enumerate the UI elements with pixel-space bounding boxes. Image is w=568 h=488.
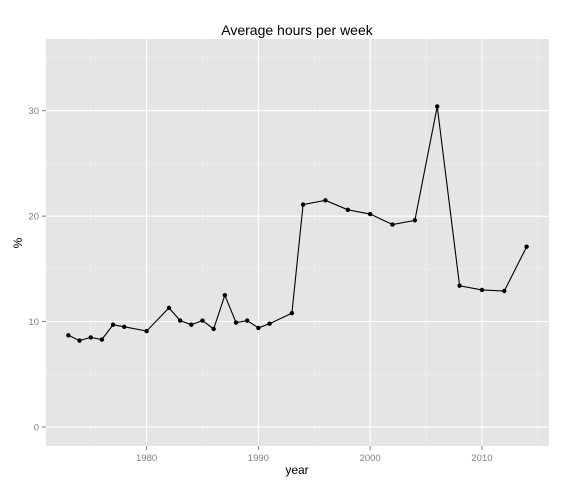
- plot-panel: [46, 39, 549, 446]
- data-point: [233, 320, 239, 325]
- data-point: [300, 202, 306, 207]
- y-tick-label: 0: [34, 423, 39, 434]
- data-point: [211, 326, 216, 332]
- data-point: [457, 283, 462, 288]
- data-point: [77, 338, 82, 343]
- x-tick-label: 1980: [136, 453, 157, 464]
- data-point: [99, 337, 105, 342]
- y-axis-label: %: [11, 237, 25, 248]
- data-point: [289, 310, 295, 316]
- data-point: [267, 321, 272, 326]
- chart-title: Average hours per week: [221, 22, 373, 38]
- x-tick-label: 1990: [248, 453, 269, 464]
- data-point: [189, 322, 194, 327]
- data-point: [110, 322, 116, 327]
- y-tick-label: 30: [28, 106, 39, 117]
- minor-gridlines: [46, 39, 549, 446]
- data-point: [122, 324, 127, 330]
- x-tick-label: 2000: [360, 453, 381, 464]
- x-tick-label: 2010: [471, 453, 492, 464]
- data-point: [88, 335, 93, 340]
- data-point: [245, 318, 250, 323]
- data-point: [479, 287, 485, 293]
- data-point: [390, 222, 395, 227]
- data-point: [435, 104, 440, 109]
- data-point: [66, 333, 71, 338]
- data-point: [222, 293, 228, 298]
- series-layer: [66, 104, 529, 343]
- y-tick-label: 10: [28, 317, 39, 328]
- data-point: [502, 288, 507, 294]
- x-axis-label: year: [285, 463, 308, 477]
- data-point: [144, 328, 149, 334]
- data-point: [166, 305, 172, 311]
- data-point: [323, 198, 328, 203]
- y-tick-label: 20: [28, 212, 39, 223]
- data-point: [200, 318, 205, 323]
- x-axis: 1980 1990 2000 2010: [136, 446, 493, 464]
- data-point: [256, 325, 261, 331]
- data-point: [524, 244, 529, 249]
- data-point: [367, 211, 373, 217]
- data-point: [177, 318, 183, 323]
- data-point: [412, 218, 418, 223]
- data-point: [345, 207, 350, 213]
- major-gridlines: [46, 39, 549, 446]
- y-axis: 0 10 20 30: [28, 106, 46, 434]
